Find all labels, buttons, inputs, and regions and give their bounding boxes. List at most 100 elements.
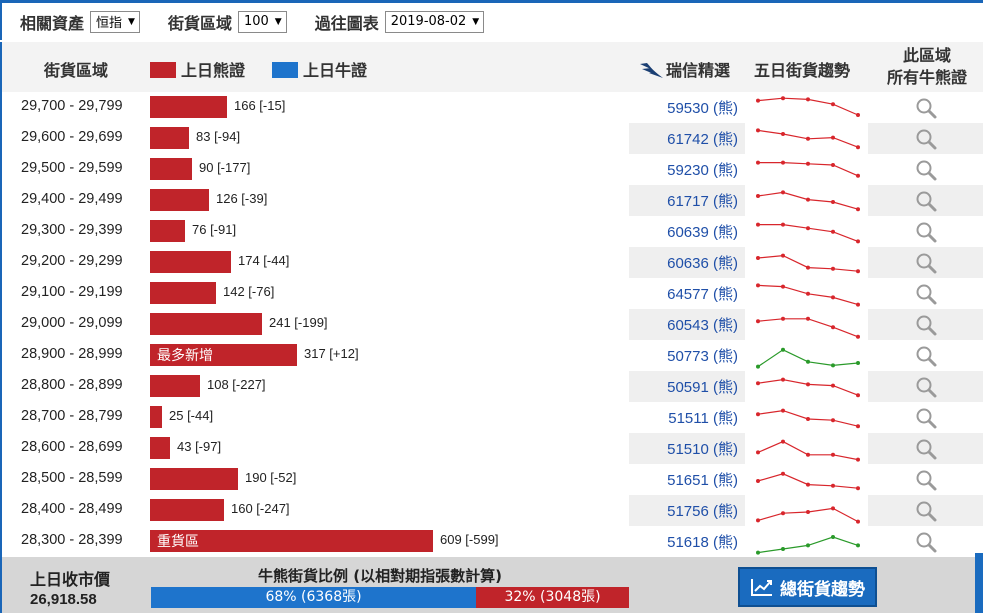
bear-legend: 上日熊證 bbox=[150, 57, 245, 81]
ubs-code-link[interactable]: 50591 (熊) bbox=[629, 371, 745, 402]
bar-value-label: 166 [-15] bbox=[234, 98, 286, 113]
trend-point bbox=[781, 439, 785, 444]
ubs-code-link[interactable]: 60639 (熊) bbox=[667, 224, 738, 241]
bar-value-label: 190 [-52] bbox=[245, 470, 297, 485]
bar-value-label: 90 [-177] bbox=[199, 160, 251, 175]
filter-bar: 相關資產 恒指 ▼ 街貨區域 100 ▼ 過往圖表 2019-08-02 ▼ bbox=[0, 0, 983, 40]
zone-range: 28,300 - 28,399 bbox=[21, 532, 123, 548]
trend-point bbox=[781, 316, 785, 321]
search-icon[interactable] bbox=[914, 406, 938, 430]
zone-range: 28,400 - 28,499 bbox=[21, 501, 123, 517]
close-price-label: 上日收市價 bbox=[30, 570, 111, 589]
bear-bar: 最多新增 bbox=[150, 344, 297, 366]
trend-point bbox=[756, 550, 760, 555]
ubs-code-link[interactable]: 60543 (熊) bbox=[629, 309, 745, 340]
zone-range: 29,200 - 29,299 bbox=[21, 253, 123, 269]
trend-point bbox=[756, 160, 760, 165]
zone-table-body: 29,700 - 29,799 166 [-15] 59530 (熊) 29,600 … bbox=[0, 92, 983, 557]
ubs-code-link[interactable]: 59530 (熊) bbox=[667, 100, 738, 117]
search-icon[interactable] bbox=[914, 313, 938, 337]
table-row: 29,700 - 29,799 166 [-15] 59530 (熊) bbox=[2, 92, 983, 123]
zone-range: 28,800 - 28,899 bbox=[21, 377, 123, 393]
bear-bar bbox=[150, 406, 162, 428]
ubs-code-link[interactable]: 51618 (熊) bbox=[667, 534, 738, 551]
total-trend-label: 總街貨趨勢 bbox=[780, 579, 865, 600]
trend-point bbox=[856, 334, 860, 339]
table-row: 28,300 - 28,399 重貨區 609 [-599] 51618 (熊) bbox=[2, 526, 983, 557]
trend-point bbox=[781, 511, 785, 516]
search-icon[interactable] bbox=[914, 499, 938, 523]
trend-sparkline bbox=[756, 283, 860, 307]
history-label: 過往圖表 bbox=[314, 13, 379, 33]
ubs-code-link[interactable]: 51756 (熊) bbox=[629, 495, 745, 526]
search-icon[interactable] bbox=[914, 530, 938, 554]
ubs-code-link[interactable]: 61717 (熊) bbox=[629, 185, 745, 216]
ubs-column-header: 瑞信精選 bbox=[639, 57, 730, 81]
asset-select-value: 恒指 bbox=[96, 16, 123, 31]
side-tab[interactable] bbox=[975, 553, 983, 613]
total-trend-button[interactable]: 總街貨趨勢 bbox=[738, 567, 877, 607]
trend-point bbox=[781, 408, 785, 413]
bar-value-label: 83 [-94] bbox=[196, 129, 241, 144]
bear-bar: 重貨區 bbox=[150, 530, 433, 552]
trend-point bbox=[781, 284, 785, 289]
zone-select[interactable]: 100 ▼ bbox=[237, 10, 287, 33]
all-cbbc-header-line2: 所有牛熊證 bbox=[886, 68, 967, 87]
trend-sparkline bbox=[756, 190, 860, 212]
search-icon[interactable] bbox=[914, 437, 938, 461]
search-icon[interactable] bbox=[914, 189, 938, 213]
search-icon[interactable] bbox=[914, 468, 938, 492]
search-icon[interactable] bbox=[914, 344, 938, 368]
bull-ratio-bar: 68% (6368張) bbox=[151, 587, 476, 608]
search-icon[interactable] bbox=[914, 96, 938, 120]
search-icon[interactable] bbox=[914, 251, 938, 275]
ubs-code-link[interactable]: 50773 (熊) bbox=[667, 348, 738, 365]
search-icon[interactable] bbox=[914, 375, 938, 399]
trend-point bbox=[831, 452, 835, 457]
trend-point bbox=[756, 256, 760, 260]
trend-point bbox=[781, 377, 785, 382]
ubs-code-link[interactable]: 59230 (熊) bbox=[667, 162, 738, 179]
zone-range: 28,600 - 28,699 bbox=[21, 439, 123, 455]
ubs-code-link[interactable]: 60636 (熊) bbox=[629, 247, 745, 278]
table-row: 29,000 - 29,099 241 [-199] 60543 (熊) bbox=[2, 309, 983, 340]
ubs-code-link[interactable]: 51651 (熊) bbox=[667, 472, 738, 489]
bar-tag: 重貨區 bbox=[157, 534, 199, 550]
zone-range: 29,400 - 29,499 bbox=[21, 191, 123, 207]
trend-point bbox=[806, 482, 810, 487]
bar-value-label: 609 [-599] bbox=[440, 532, 499, 547]
search-icon[interactable] bbox=[914, 158, 938, 182]
zone-range: 29,700 - 29,799 bbox=[21, 98, 123, 114]
trend-point bbox=[856, 173, 860, 178]
ubs-code-link[interactable]: 64577 (熊) bbox=[667, 286, 738, 303]
asset-select[interactable]: 恒指 ▼ bbox=[90, 10, 140, 33]
close-price-value: 26,918.58 bbox=[30, 591, 97, 608]
trend-point bbox=[856, 457, 860, 462]
history-date-select[interactable]: 2019-08-02 ▼ bbox=[384, 10, 485, 33]
trend-point bbox=[806, 265, 810, 270]
zone-label: 街貨區域 bbox=[167, 13, 232, 33]
bear-ratio-bar: 32% (3048張) bbox=[476, 587, 629, 608]
table-row: 28,800 - 28,899 108 [-227] 50591 (熊) bbox=[2, 371, 983, 402]
table-row: 29,400 - 29,499 126 [-39] 61717 (熊) bbox=[2, 185, 983, 216]
trend-line bbox=[757, 349, 859, 368]
search-icon[interactable] bbox=[914, 220, 938, 244]
trend-point bbox=[781, 222, 785, 227]
search-icon[interactable] bbox=[914, 127, 938, 151]
trend-point bbox=[781, 547, 785, 551]
ubs-code-link[interactable]: 61742 (熊) bbox=[629, 123, 745, 154]
trend-point bbox=[831, 383, 835, 388]
zone-range: 29,600 - 29,699 bbox=[21, 129, 123, 145]
ubs-code-link[interactable]: 51511 (熊) bbox=[668, 410, 738, 427]
trend-point bbox=[856, 393, 860, 398]
ubs-logo-icon bbox=[640, 63, 663, 78]
trend-point bbox=[781, 190, 785, 195]
bar-value-label: 317 [+12] bbox=[304, 346, 359, 361]
trend-point bbox=[756, 319, 760, 324]
trend-sparkline bbox=[756, 128, 860, 150]
ubs-code-link[interactable]: 51510 (熊) bbox=[629, 433, 745, 464]
zone-column-header: 街貨區域 bbox=[44, 61, 109, 80]
table-row: 29,300 - 29,399 76 [-91] 60639 (熊) bbox=[2, 216, 983, 247]
search-icon[interactable] bbox=[914, 282, 938, 306]
trend-point bbox=[756, 194, 760, 198]
